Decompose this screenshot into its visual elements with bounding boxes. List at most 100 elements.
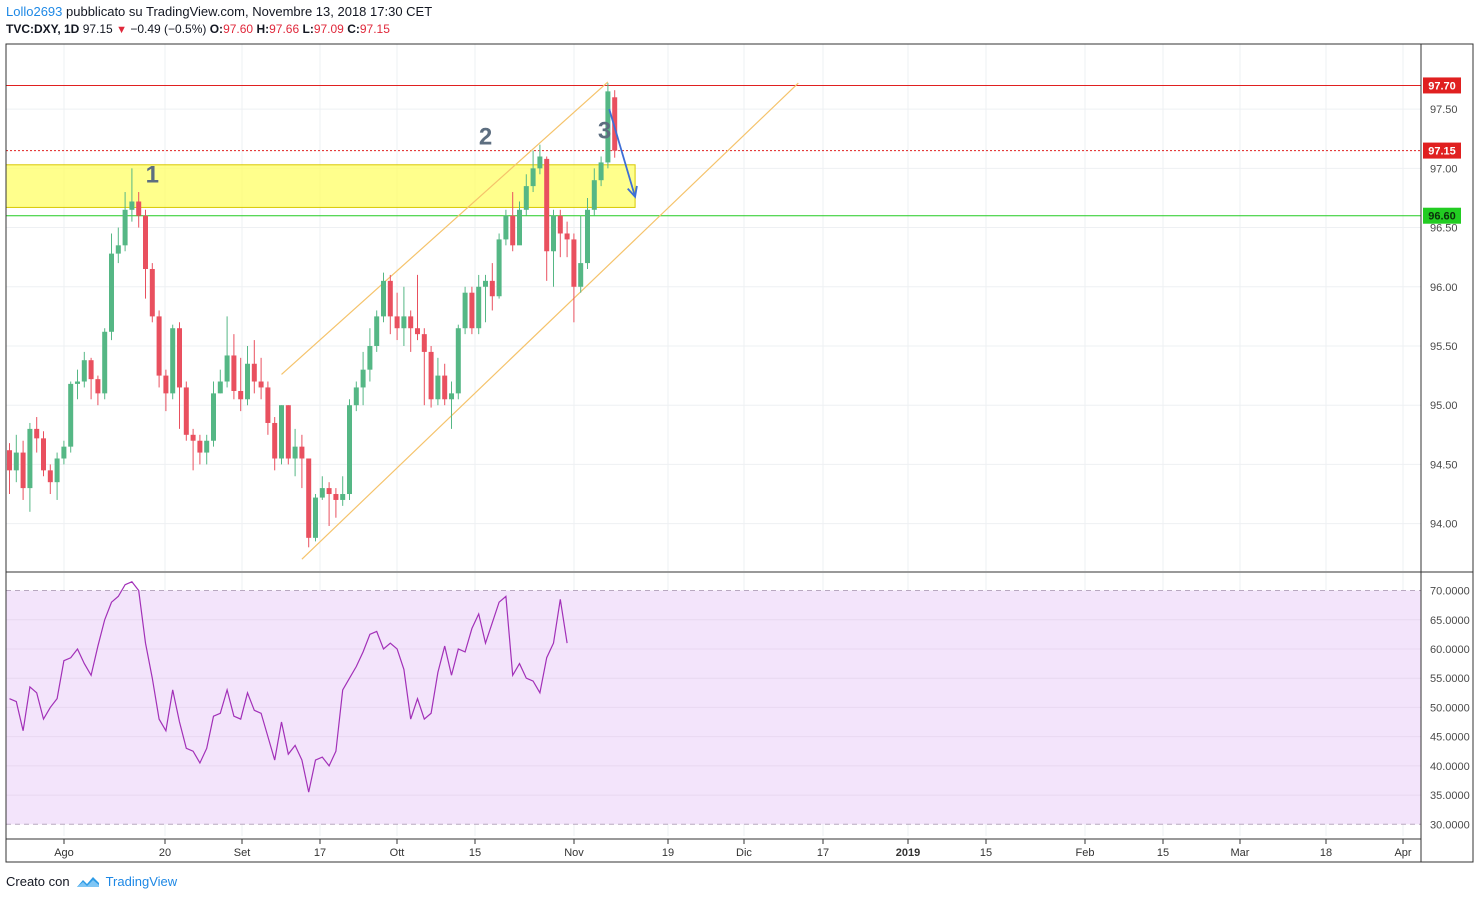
- price-label-resistance: 97.70: [1428, 80, 1456, 92]
- x-tick-label: Mar: [1231, 847, 1250, 859]
- y-tick-label: 94.00: [1430, 519, 1458, 531]
- candle-body: [340, 494, 346, 500]
- rsi-y-tick-label: 40.0000: [1430, 761, 1470, 773]
- resistance-zone: [5, 164, 636, 208]
- channel-lower-line: [301, 82, 799, 560]
- y-tick-label: 97.00: [1430, 163, 1458, 175]
- rsi-y-tick-label: 55.0000: [1430, 673, 1470, 685]
- candle-body: [170, 328, 176, 394]
- candle-body: [245, 363, 250, 400]
- rsi-y-tick-label: 60.0000: [1430, 644, 1470, 656]
- x-tick-label: 15: [469, 847, 481, 859]
- price-chart[interactable]: 97.50 97.00 96.50 96.00 95.50 95.00 94.50 94.00…: [0, 0, 1480, 870]
- candle-body: [496, 239, 502, 297]
- candle-body: [217, 381, 223, 394]
- price-label-box-resistance: [1423, 77, 1461, 94]
- candle-body: [299, 446, 305, 459]
- low-value: 97.09: [313, 22, 344, 36]
- candle-body: [102, 331, 108, 394]
- candle-body: [523, 186, 529, 210]
- candle-body: [258, 381, 264, 388]
- candle-body: [88, 360, 94, 380]
- candle-body: [183, 387, 189, 435]
- price-label-box-last: [1423, 142, 1461, 159]
- candle-body: [285, 405, 291, 459]
- candle-body: [612, 97, 618, 151]
- tradingview-brand-link[interactable]: TradingView: [105, 874, 178, 889]
- rsi-y-tick-label: 45.0000: [1430, 732, 1470, 744]
- x-tick-label: 20: [159, 847, 171, 859]
- candle-body: [265, 387, 271, 423]
- candle-body: [156, 316, 162, 376]
- candle-body: [489, 280, 495, 297]
- candle-body: [585, 209, 590, 264]
- candle-body: [272, 422, 278, 459]
- candle-body: [551, 215, 556, 252]
- candle-body: [517, 209, 522, 246]
- candle-body: [238, 390, 244, 400]
- candle-body: [381, 280, 386, 317]
- wave-label-1: 1: [146, 161, 159, 188]
- channel-upper-line: [281, 81, 609, 375]
- candle-body: [591, 180, 597, 210]
- candle-body: [374, 316, 380, 346]
- candle-body: [394, 316, 400, 329]
- x-tick-label: 17: [817, 847, 829, 859]
- symbol-ohlc-line: TVC:DXY, 1D 97.15 ▼ −0.49 (−0.5%) O:97.6…: [6, 22, 390, 36]
- candle-body: [41, 438, 46, 471]
- candle-body: [109, 253, 114, 332]
- rsi-y-tick-label: 35.0000: [1430, 790, 1470, 802]
- candle-body: [537, 156, 543, 169]
- candle-body: [54, 458, 60, 483]
- candle-body: [462, 292, 468, 329]
- y-tick-label: 94.50: [1430, 459, 1458, 471]
- price-label-box-support: [1423, 207, 1461, 224]
- candle-body: [557, 215, 563, 234]
- candle-body: [177, 328, 182, 388]
- x-tick-label: Dic: [736, 847, 752, 859]
- y-tick-label: 96.00: [1430, 282, 1458, 294]
- y-tick-label: 95.50: [1430, 341, 1458, 353]
- candle-body: [598, 162, 604, 181]
- candle-body: [530, 168, 536, 187]
- candle-body: [231, 355, 237, 391]
- candle-body: [251, 363, 257, 382]
- tradingview-logo-icon: [76, 876, 99, 887]
- footer: Creato con TradingView: [6, 874, 177, 889]
- x-tick-label: Apr: [1394, 847, 1411, 859]
- candle-body: [115, 245, 121, 254]
- rsi-y-tick-label: 65.0000: [1430, 615, 1470, 627]
- x-tick-label: Ott: [390, 847, 405, 859]
- candle-body: [476, 286, 482, 329]
- created-with-text: Creato con: [6, 874, 70, 889]
- channel-group: [281, 81, 799, 560]
- candle-body: [27, 428, 33, 489]
- candle-body: [360, 369, 366, 388]
- candle-body: [279, 405, 284, 459]
- candle-body: [435, 375, 441, 400]
- candle-body: [81, 360, 87, 382]
- candle-body: [197, 440, 203, 453]
- outer-border: [5, 43, 1474, 863]
- wave-label-2: 2: [479, 123, 492, 150]
- x-tick-label: 15: [1157, 847, 1169, 859]
- last-price: 97.15: [82, 22, 113, 36]
- y-tick-label: 97.50: [1430, 104, 1458, 116]
- rsi-y-tick-label: 50.0000: [1430, 702, 1470, 714]
- candle-body: [292, 446, 298, 459]
- price-change: −0.49 (−0.5%): [130, 22, 207, 36]
- candle-body: [455, 328, 461, 394]
- candle-body: [95, 379, 101, 394]
- candle-body: [333, 494, 339, 500]
- candle-body: [510, 215, 516, 246]
- candle-body: [204, 440, 210, 453]
- open-value: 97.60: [223, 22, 254, 36]
- candle-body: [20, 452, 26, 489]
- high-value: 97.66: [269, 22, 300, 36]
- candle-body: [122, 209, 128, 246]
- author-link[interactable]: Lollo2693: [6, 4, 63, 19]
- candle-body: [61, 446, 67, 459]
- rsi-line: [9, 581, 568, 793]
- candle-body: [306, 458, 312, 538]
- price-pane-background: [6, 44, 1421, 571]
